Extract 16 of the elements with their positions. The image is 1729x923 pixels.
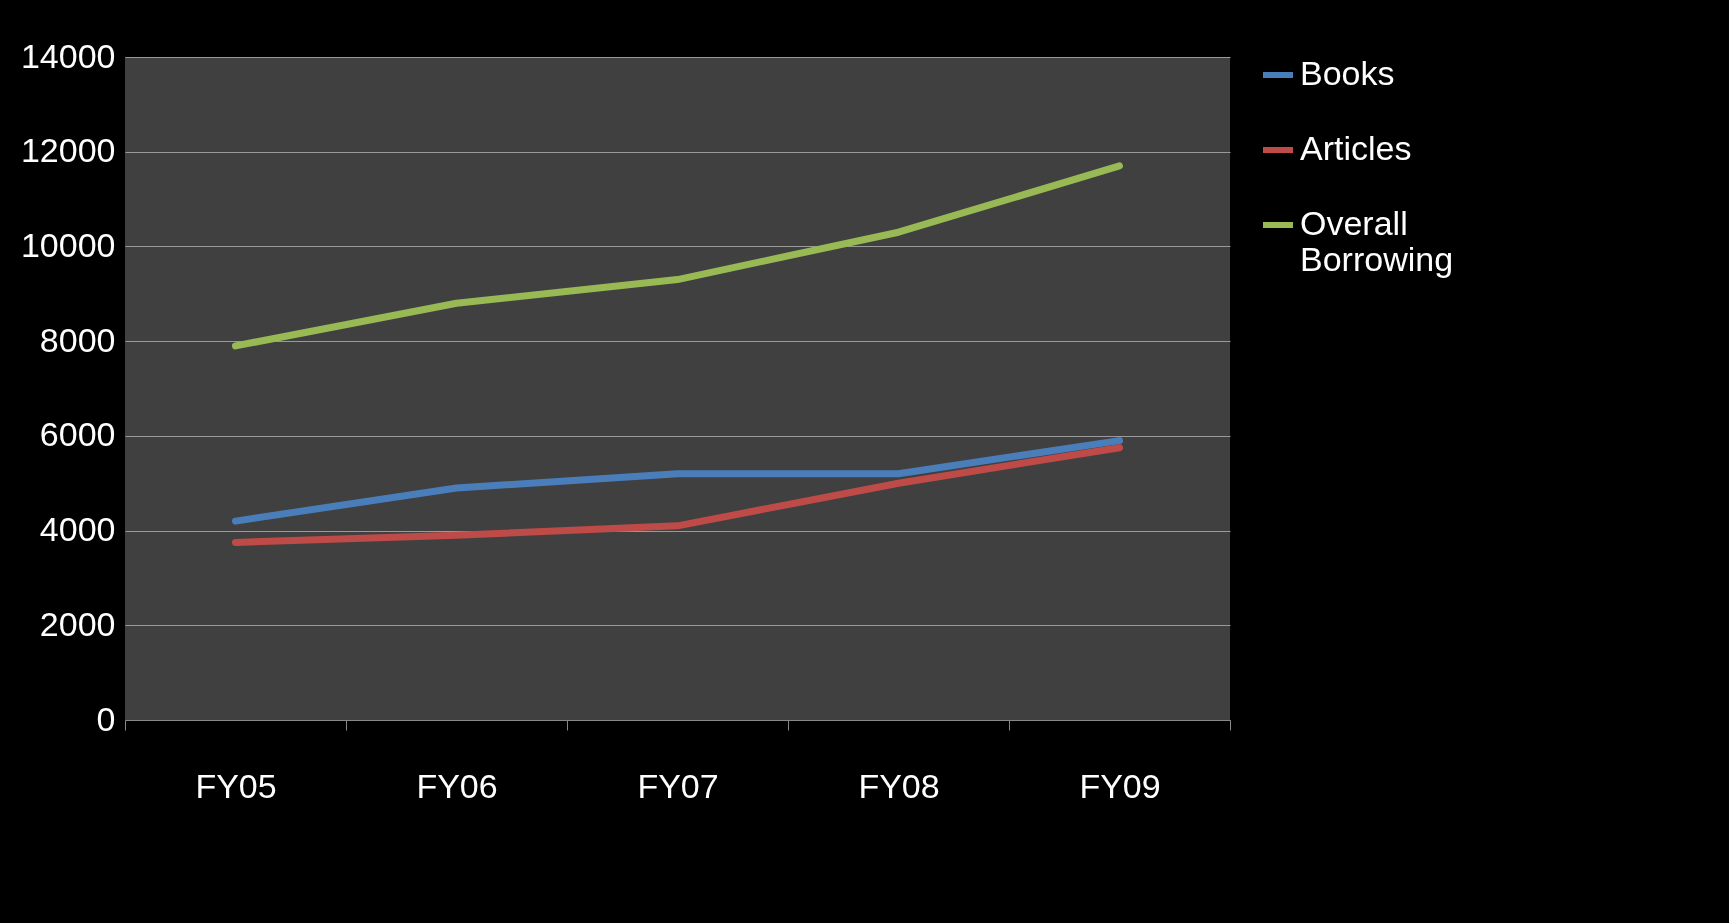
x-tick-label: FY08 xyxy=(858,766,940,805)
x-tick-label: FY09 xyxy=(1079,766,1161,805)
y-tick-label: 8000 xyxy=(39,320,116,359)
y-tick-label: 14000 xyxy=(20,36,116,75)
x-tick-label: FY07 xyxy=(637,766,719,805)
y-tick-label: 0 xyxy=(96,699,116,738)
legend-label: Articles xyxy=(1300,129,1412,167)
y-tick-label: 2000 xyxy=(39,604,116,643)
y-tick-label: 10000 xyxy=(20,225,116,264)
x-tick-label: FY06 xyxy=(416,766,498,805)
legend-label: Books xyxy=(1300,54,1395,92)
legend-label: Overall Borrowing xyxy=(1300,204,1454,278)
x-tick-label: FY05 xyxy=(195,766,277,805)
y-tick-label: 6000 xyxy=(39,415,116,454)
y-tick-label: 12000 xyxy=(20,131,116,170)
y-tick-label: 4000 xyxy=(39,510,116,549)
